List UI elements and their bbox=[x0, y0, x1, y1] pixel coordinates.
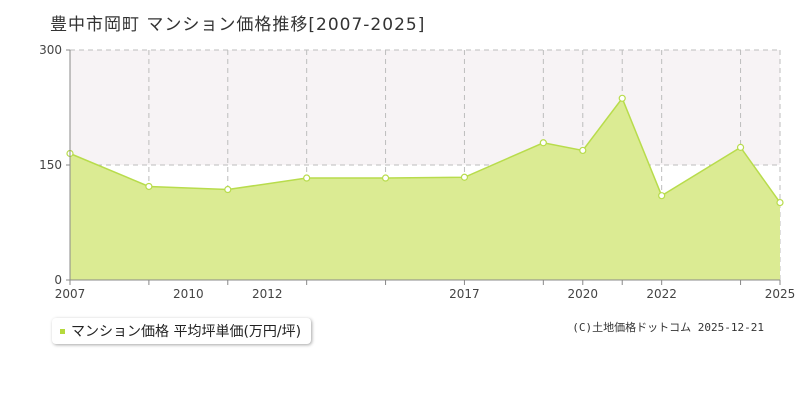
highlight-band-layer bbox=[70, 50, 780, 165]
y-tick-label: 300 bbox=[39, 43, 62, 57]
legend-label: マンション価格 平均坪単価(万円/坪) bbox=[71, 324, 302, 340]
copyright-credit: (C)土地価格ドットコム 2025-12-21 bbox=[572, 321, 764, 334]
x-tick-label: 2010 bbox=[173, 287, 204, 301]
data-point bbox=[736, 143, 745, 151]
legend-swatch-icon bbox=[60, 328, 65, 334]
area-layer bbox=[69, 96, 781, 280]
x-tick-label: 2025 bbox=[765, 287, 796, 301]
data-point bbox=[539, 139, 547, 147]
data-point bbox=[145, 182, 153, 191]
x-tick-label: 2012 bbox=[252, 287, 283, 301]
series-line bbox=[69, 96, 781, 204]
legend: マンション価格 平均坪単価(万円/坪) bbox=[52, 318, 312, 344]
axis-layer: 2007 2010 2012 2017 2020 2022 2025 0 150 300 bbox=[39, 43, 795, 301]
data-point bbox=[303, 174, 311, 182]
y-tick-label: 0 bbox=[54, 273, 62, 287]
data-point bbox=[460, 173, 469, 181]
data-point bbox=[381, 174, 390, 182]
data-point bbox=[579, 146, 587, 155]
point-layer bbox=[66, 94, 784, 207]
area-fill bbox=[70, 98, 780, 280]
x-tick-label: 2007 bbox=[55, 287, 86, 301]
data-point bbox=[658, 192, 666, 200]
area-chart: 2007 2010 2012 2017 2020 2022 2025 0 150 300 bbox=[39, 43, 795, 301]
data-point bbox=[776, 198, 784, 207]
y-tick-label: 150 bbox=[39, 158, 62, 172]
data-point bbox=[618, 94, 626, 102]
x-tick-label: 2020 bbox=[568, 287, 599, 301]
x-tick-label: 2017 bbox=[449, 287, 480, 301]
x-tick-label: 2022 bbox=[646, 287, 677, 301]
plot-background-band bbox=[70, 50, 780, 165]
chart-title: 豊中市岡町 マンション価格推移[2007-2025] bbox=[50, 15, 426, 35]
data-point bbox=[224, 185, 232, 194]
